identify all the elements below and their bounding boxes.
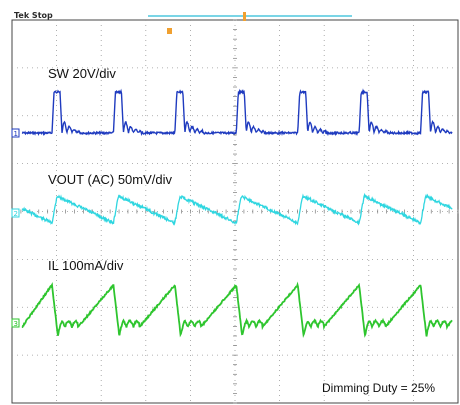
- channel-2-ground-marker: [11, 208, 20, 218]
- sw-waveform: [21, 88, 453, 137]
- il-trace-label: IL 100mA/div: [48, 258, 124, 273]
- dimming-duty-note: Dimming Duty = 25%: [322, 381, 436, 395]
- channel-3-ground-marker: [11, 318, 20, 328]
- sw-trace-label: SW 20V/div: [48, 66, 116, 81]
- channel-1-marker-label: 1: [14, 130, 18, 138]
- vout-waveform: [21, 192, 453, 226]
- trigger-position-marker: [167, 28, 172, 34]
- vout-trace-label: VOUT (AC) 50mV/div: [48, 172, 173, 187]
- scope-status-label: Tek Stop: [14, 11, 53, 20]
- channel-2-marker-label: 2: [14, 210, 18, 218]
- il-waveform: [21, 281, 453, 339]
- channel-1-ground-marker: [11, 128, 20, 138]
- trigger-time-marker: [243, 12, 246, 21]
- channel-3-marker-label: 3: [14, 320, 18, 328]
